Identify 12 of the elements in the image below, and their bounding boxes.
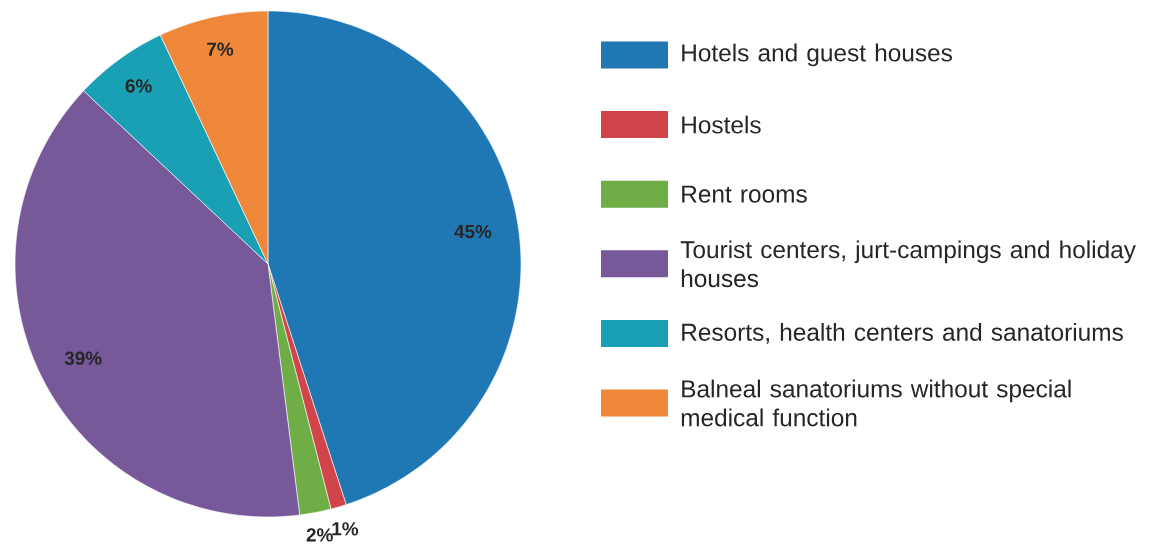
legend-label: Rent rooms [682,185,807,203]
data-label: 45% [454,224,492,239]
data-label: 1% [332,522,359,536]
legend-label: Balneal sanatoriums without special medical function [681,379,1071,427]
legend-label: Resorts, health centers and sanatoriums [682,322,1123,344]
data-label: 39% [64,351,102,365]
data-label: 2% [306,528,333,542]
data-label: 7% [207,42,234,56]
legend-label: Hotels and guest houses [682,43,952,67]
legend-label: Hostels [682,115,761,134]
legend-label: Tourist centers, jurt-campings and holiday houses [680,240,1136,288]
data-label: 6% [125,79,152,93]
